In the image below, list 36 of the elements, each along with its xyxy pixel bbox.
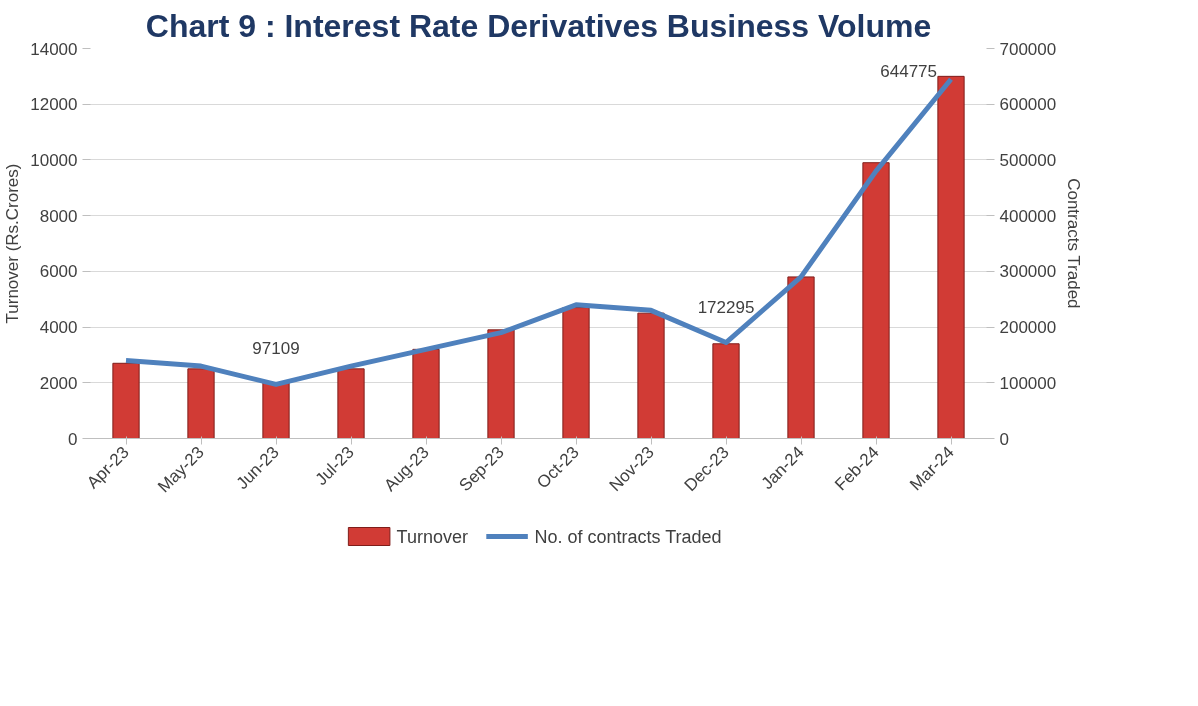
y-tick-label: 4000 xyxy=(39,318,78,338)
data-label: 644775 xyxy=(880,62,938,82)
bar xyxy=(112,362,140,439)
y2-tick-label: 400000 xyxy=(999,206,1057,226)
bar xyxy=(937,75,965,439)
y2-tick-label: 700000 xyxy=(999,39,1057,59)
bar xyxy=(487,329,515,439)
y-tick-label: 8000 xyxy=(39,206,78,226)
y2-axis-title: Contracts Traded xyxy=(1064,178,1084,309)
bar xyxy=(637,312,665,439)
data-label: 97109 xyxy=(252,339,300,359)
y-tick-label: 2000 xyxy=(39,373,78,393)
bar xyxy=(262,382,290,439)
legend-label: No. of contracts Traded xyxy=(534,526,722,547)
bar xyxy=(787,276,815,439)
bar xyxy=(712,343,740,439)
y-axis-title: Turnover (Rs.Crores) xyxy=(3,163,23,324)
y2-tick-label: 300000 xyxy=(999,262,1057,282)
y-tick-label: 0 xyxy=(68,429,78,449)
y-tick-label: 6000 xyxy=(39,262,78,282)
bar xyxy=(862,162,890,439)
y-tick-label: 14000 xyxy=(30,39,78,59)
y-tick-label: 12000 xyxy=(30,95,78,115)
y2-tick-label: 100000 xyxy=(999,373,1057,393)
data-label: 172295 xyxy=(697,297,755,317)
bar xyxy=(412,348,440,439)
y2-tick-label: 0 xyxy=(999,429,1009,449)
y-tick-label: 10000 xyxy=(30,150,78,170)
bar xyxy=(187,368,215,439)
chart-title: Chart 9 : Interest Rate Derivatives Business Volume xyxy=(145,7,932,44)
y2-tick-label: 200000 xyxy=(999,318,1057,338)
bar xyxy=(337,368,365,439)
y2-tick-label: 500000 xyxy=(999,150,1057,170)
y2-tick-label: 600000 xyxy=(999,95,1057,115)
bar xyxy=(562,307,590,439)
legend-label: Turnover xyxy=(396,526,468,547)
